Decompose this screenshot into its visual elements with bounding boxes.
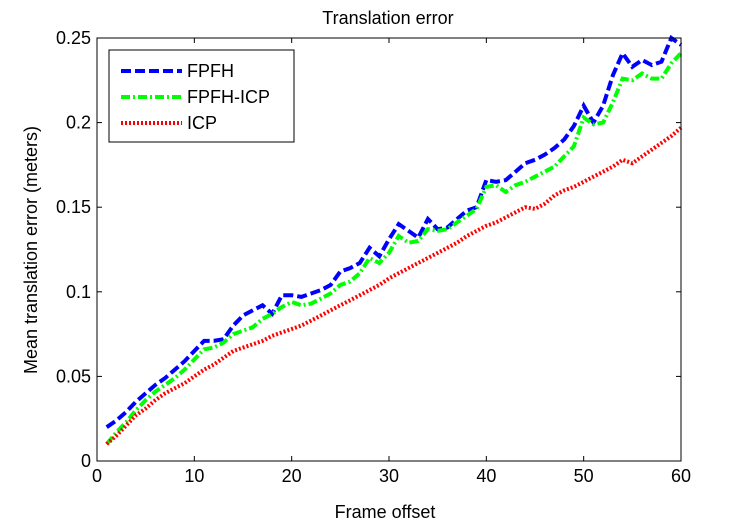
series-layer xyxy=(105,34,683,446)
x-tick-label: 40 xyxy=(476,466,496,486)
y-tick-label: 0.2 xyxy=(66,113,91,133)
x-axis-label: Frame offset xyxy=(335,502,436,522)
ticks-layer: 0 10 20 30 40 50 60 0 0.05 0.1 0.15 0.2 0.25 xyxy=(56,28,691,486)
x-tick-label: 30 xyxy=(379,466,399,486)
chart-title: Translation error xyxy=(322,8,453,28)
series-line-fpfh xyxy=(105,34,683,429)
x-tick-label: 20 xyxy=(282,466,302,486)
legend-label-fpfh: FPFH xyxy=(187,61,234,81)
y-tick-label: 0.05 xyxy=(56,366,91,386)
series-line-fpfh-icp xyxy=(105,51,683,446)
series-line-icp xyxy=(105,126,683,446)
y-tick-label: 0 xyxy=(81,451,91,471)
legend-label-fpfh-icp: FPFH-ICP xyxy=(187,87,270,107)
x-tick-label: 50 xyxy=(574,466,594,486)
y-tick-label: 0.15 xyxy=(56,197,91,217)
legend: FPFH FPFH-ICP ICP xyxy=(108,49,295,143)
y-axis-label: Mean translation error (meters) xyxy=(21,126,41,374)
x-tick-label: 10 xyxy=(184,466,204,486)
legend-label-icp: ICP xyxy=(187,113,217,133)
y-tick-label: 0.1 xyxy=(66,282,91,302)
x-tick-label: 60 xyxy=(671,466,691,486)
x-tick-label: 0 xyxy=(92,466,102,486)
y-tick-label: 0.25 xyxy=(56,28,91,48)
